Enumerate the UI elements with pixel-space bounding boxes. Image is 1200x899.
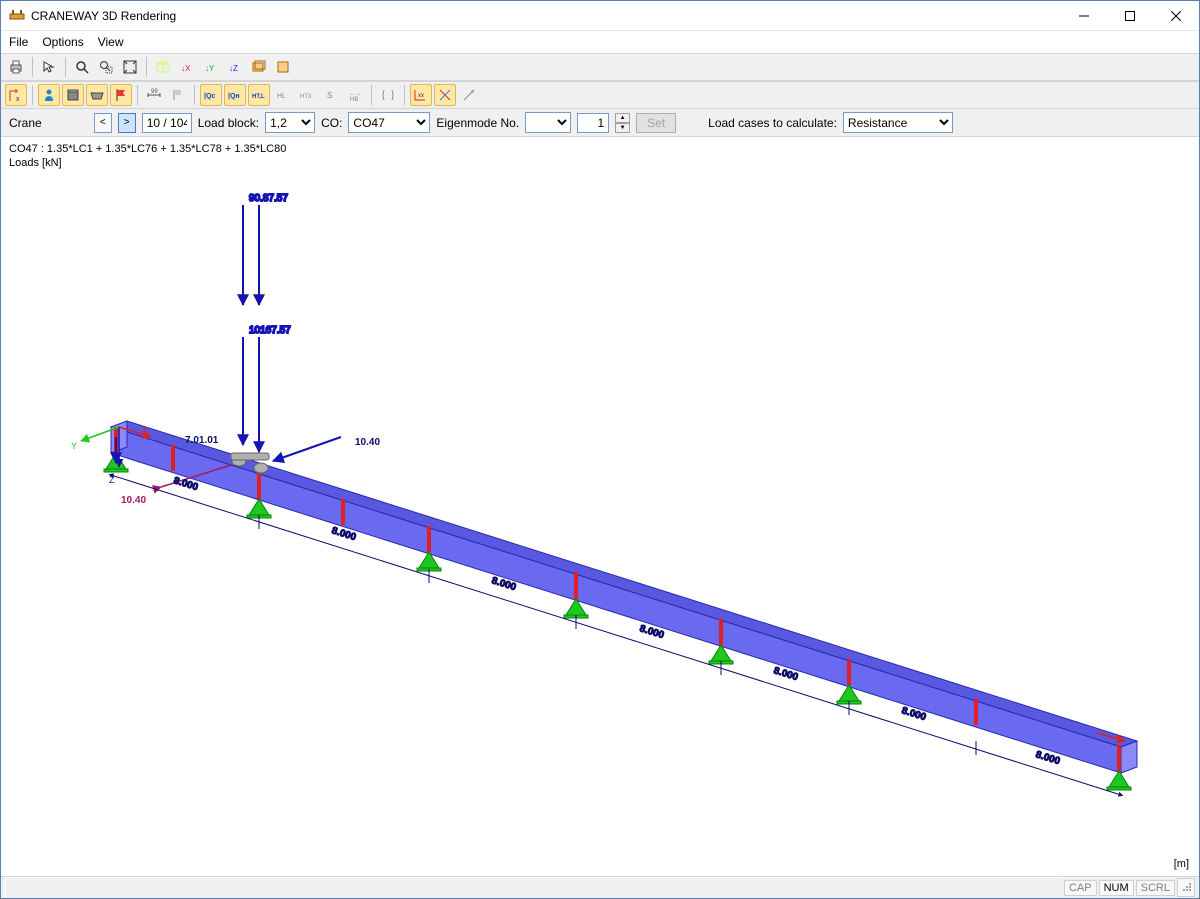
svg-text:|Qc: |Qc bbox=[204, 93, 215, 100]
svg-text:↓Z: ↓Z bbox=[229, 64, 238, 73]
tb2-btn-bracket[interactable] bbox=[377, 84, 399, 106]
eigenmode-label: Eigenmode No. bbox=[436, 116, 519, 130]
svg-text:HT3: HT3 bbox=[300, 94, 312, 100]
viewport-svg: 90.87.57 10167.57 10.40 10.40 7.01.01 X … bbox=[1, 137, 1199, 867]
beam bbox=[107, 421, 1137, 773]
svg-text:X: X bbox=[141, 425, 147, 435]
svg-text:90.87.57: 90.87.57 bbox=[249, 193, 288, 204]
co-label: CO: bbox=[321, 116, 342, 130]
toolbar-row-2: x 99 |Qc |Qн HT,L HL HT3 S ←→HB xx bbox=[1, 81, 1199, 109]
load-arrows-vertical: 90.87.57 10167.57 bbox=[243, 193, 291, 452]
tb2-btn-qc[interactable]: |Qc bbox=[200, 84, 222, 106]
tb2-btn-box[interactable] bbox=[62, 84, 84, 106]
view-box2-icon[interactable] bbox=[272, 56, 294, 78]
close-button[interactable] bbox=[1153, 1, 1199, 31]
load-block-select[interactable]: 1,2 bbox=[265, 112, 315, 133]
calc-label: Load cases to calculate: bbox=[708, 116, 837, 130]
zoom-extents-icon[interactable] bbox=[119, 56, 141, 78]
tb2-btn-htl[interactable]: HT,L bbox=[248, 84, 270, 106]
eigenmode-input[interactable] bbox=[577, 113, 609, 133]
svg-text:S: S bbox=[327, 91, 332, 100]
tb2-btn-flag2[interactable] bbox=[167, 84, 189, 106]
calc-select[interactable]: Resistance bbox=[843, 112, 953, 133]
svg-text:↓X: ↓X bbox=[181, 64, 191, 73]
status-scrl: SCRL bbox=[1136, 880, 1175, 896]
zoom-icon[interactable] bbox=[71, 56, 93, 78]
tb2-btn-hb[interactable]: ←→HB bbox=[344, 84, 366, 106]
menu-view[interactable]: View bbox=[98, 35, 124, 49]
crane-label: Crane bbox=[9, 116, 42, 130]
svg-text:|Qн: |Qн bbox=[228, 93, 240, 100]
menu-options[interactable]: Options bbox=[42, 35, 83, 49]
view-y-icon[interactable]: ↓Y bbox=[200, 56, 222, 78]
tb2-btn-axis2[interactable] bbox=[434, 84, 456, 106]
svg-text:x: x bbox=[16, 96, 20, 103]
statusbar: CAP NUM SCRL bbox=[1, 876, 1199, 898]
tb2-btn-person[interactable] bbox=[38, 84, 60, 106]
tb2-btn-axis1[interactable]: xx bbox=[410, 84, 432, 106]
next-button[interactable]: > bbox=[118, 113, 136, 133]
print-icon[interactable] bbox=[5, 56, 27, 78]
svg-text:10167.57: 10167.57 bbox=[249, 325, 291, 336]
tb2-btn-qh[interactable]: |Qн bbox=[224, 84, 246, 106]
svg-text:10.40: 10.40 bbox=[355, 437, 380, 448]
control-row: Crane < > Load block: 1,2 CO: CO47 Eigen… bbox=[1, 109, 1199, 137]
view-x-icon[interactable]: ↓X bbox=[176, 56, 198, 78]
svg-text:7.01.01: 7.01.01 bbox=[185, 435, 219, 446]
svg-text:xx: xx bbox=[418, 93, 424, 99]
tb2-btn-arrow[interactable] bbox=[458, 84, 480, 106]
tb2-btn-ht3[interactable]: HT3 bbox=[296, 84, 318, 106]
maximize-button[interactable] bbox=[1107, 1, 1153, 31]
load-block-label: Load block: bbox=[198, 116, 259, 130]
minimize-button[interactable] bbox=[1061, 1, 1107, 31]
co-select[interactable]: CO47 bbox=[348, 112, 430, 133]
app-icon bbox=[9, 8, 25, 24]
svg-text:HT,L: HT,L bbox=[252, 94, 265, 100]
toolbar-row-1: ↓X ↓Y ↓Z bbox=[1, 53, 1199, 81]
status-cap: CAP bbox=[1064, 880, 1097, 896]
svg-text:HL: HL bbox=[277, 93, 286, 100]
view-box1-icon[interactable] bbox=[248, 56, 270, 78]
svg-text:10.40: 10.40 bbox=[121, 495, 146, 506]
menu-file[interactable]: File bbox=[9, 35, 28, 49]
status-num: NUM bbox=[1099, 880, 1134, 896]
zoom-window-icon[interactable] bbox=[95, 56, 117, 78]
viewport-3d[interactable]: CO47 : 1.35*LC1 + 1.35*LC76 + 1.35*LC78 … bbox=[1, 137, 1199, 876]
svg-text:Y: Y bbox=[71, 441, 77, 451]
status-grip bbox=[1177, 878, 1195, 897]
view-iso-icon[interactable] bbox=[152, 56, 174, 78]
select-icon[interactable] bbox=[38, 56, 60, 78]
window-title: CRANEWAY 3D Rendering bbox=[31, 9, 1061, 23]
svg-text:99: 99 bbox=[151, 89, 158, 95]
titlebar: CRANEWAY 3D Rendering bbox=[1, 1, 1199, 31]
eigenmode-spinner[interactable]: ▲▼ bbox=[615, 113, 630, 133]
menubar: File Options View bbox=[1, 31, 1199, 53]
position-input[interactable] bbox=[142, 113, 192, 133]
tb2-btn-dim[interactable]: 99 bbox=[143, 84, 165, 106]
svg-text:↓Y: ↓Y bbox=[205, 64, 215, 73]
svg-text:HB: HB bbox=[350, 97, 358, 103]
view-z-icon[interactable]: ↓Z bbox=[224, 56, 246, 78]
tb2-btn-1[interactable]: x bbox=[5, 84, 27, 106]
tb2-btn-s[interactable]: S bbox=[320, 84, 342, 106]
prev-button[interactable]: < bbox=[94, 113, 112, 133]
tb2-btn-flag[interactable] bbox=[110, 84, 132, 106]
dimensions: 8.000 8.000 8.000 8.000 8.000 8.000 8.00… bbox=[111, 475, 1121, 795]
supports bbox=[104, 453, 1131, 790]
tb2-btn-tray[interactable] bbox=[86, 84, 108, 106]
tb2-btn-hl[interactable]: HL bbox=[272, 84, 294, 106]
eigenmode-select[interactable] bbox=[525, 112, 571, 133]
set-button[interactable]: Set bbox=[636, 113, 676, 133]
